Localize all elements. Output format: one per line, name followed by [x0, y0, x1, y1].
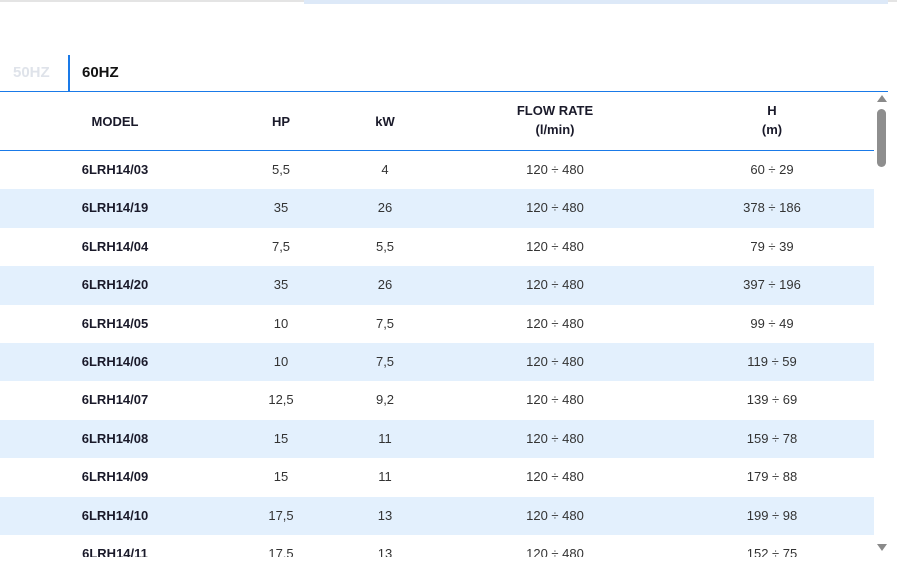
top-bar: [304, 0, 888, 4]
cell-h: 179 ÷ 88: [746, 469, 798, 485]
cell-flow-rate: 120 ÷ 480: [526, 315, 584, 331]
cell-flow-rate: 120 ÷ 480: [526, 430, 584, 446]
table-row: 6LRH14/07 12,5 9,2 120 ÷ 480 139 ÷ 69: [0, 381, 874, 419]
cell-kw: 13: [377, 545, 393, 557]
scroll-down-arrow-icon[interactable]: [877, 544, 887, 551]
column-header-flow-rate: FLOW RATE (l/min): [517, 101, 593, 139]
tab-divider: [68, 55, 70, 91]
cell-h: 152 ÷ 75: [746, 545, 798, 557]
cell-kw: 26: [377, 277, 393, 293]
table-row: 6LRH14/11 17,5 13 120 ÷ 480 152 ÷ 75: [0, 535, 874, 557]
cell-h: 139 ÷ 69: [746, 392, 798, 408]
cell-kw: 4: [381, 162, 389, 177]
column-unit: (l/min): [535, 122, 575, 137]
cell-hp: 7,5: [271, 238, 291, 254]
table-row: 6LRH14/10 17,5 13 120 ÷ 480 199 ÷ 98: [0, 496, 874, 535]
cell-kw: 26: [377, 200, 393, 216]
cell-h: 119 ÷ 59: [747, 353, 797, 369]
cell-hp: 35: [273, 277, 289, 293]
cell-model: 6LRH14/20: [81, 277, 149, 293]
header-underline: [0, 150, 874, 151]
scrollbar-thumb[interactable]: [877, 109, 886, 167]
cell-kw: 13: [377, 507, 393, 523]
cell-kw: 11: [378, 469, 392, 485]
cell-flow-rate: 120 ÷ 480: [526, 277, 584, 293]
cell-h: 60 ÷ 29: [750, 162, 794, 177]
cell-hp: 12,5: [268, 392, 294, 408]
column-header-kw: kW: [375, 114, 395, 129]
cell-hp: 17,5: [268, 507, 294, 523]
cell-flow-rate: 120 ÷ 480: [526, 353, 584, 369]
column-unit: (m): [761, 122, 783, 137]
cell-hp: 15: [273, 469, 289, 485]
cell-flow-rate: 120 ÷ 480: [526, 162, 584, 177]
cell-model: 6LRH14/05: [81, 315, 149, 331]
tab-50hz[interactable]: 50HZ: [13, 64, 50, 81]
cell-model: 6LRH14/10: [81, 507, 149, 523]
cell-model: 6LRH14/07: [81, 392, 149, 408]
cell-h: 99 ÷ 49: [750, 315, 794, 331]
column-label: FLOW RATE: [516, 103, 594, 118]
cell-kw: 7,5: [375, 315, 395, 331]
cell-h: 397 ÷ 196: [743, 277, 801, 293]
cell-hp: 35: [273, 200, 289, 216]
cell-flow-rate: 120 ÷ 480: [526, 392, 584, 408]
column-header-hp: HP: [271, 114, 291, 129]
cell-model: 6LRH14/06: [81, 353, 149, 369]
cell-model: 6LRH14/03: [81, 162, 149, 177]
table-row: 6LRH14/20 35 26 120 ÷ 480 397 ÷ 196: [0, 266, 874, 305]
cell-flow-rate: 120 ÷ 480: [526, 507, 584, 523]
scroll-up-arrow-icon[interactable]: [877, 95, 887, 102]
cell-model: 6LRH14/11: [82, 545, 148, 557]
cell-flow-rate: 120 ÷ 480: [526, 545, 584, 557]
table-row: 6LRH14/03 5,5 4 120 ÷ 480 60 ÷ 29: [0, 151, 874, 189]
column-label: H: [767, 103, 777, 118]
cell-hp: 10: [273, 315, 289, 331]
scrollbar[interactable]: [876, 95, 888, 555]
cell-hp: 5,5: [271, 162, 291, 177]
table-row: 6LRH14/04 7,5 5,5 120 ÷ 480 79 ÷ 39: [0, 228, 874, 266]
cell-hp: 15: [273, 430, 289, 446]
table-row: 6LRH14/09 15 11 120 ÷ 480 179 ÷ 88: [0, 458, 874, 496]
cell-kw: 9,2: [375, 392, 395, 408]
table-header: MODEL HP kW FLOW RATE (l/min) H (m): [0, 92, 874, 150]
cell-kw: 7,5: [375, 353, 395, 369]
table-row: 6LRH14/06 10 7,5 120 ÷ 480 119 ÷ 59: [0, 342, 874, 382]
column-header-model: MODEL: [91, 114, 139, 129]
cell-flow-rate: 120 ÷ 480: [526, 469, 584, 485]
cell-h: 79 ÷ 39: [750, 238, 794, 254]
cell-kw: 5,5: [375, 238, 395, 254]
cell-model: 6LRH14/08: [81, 430, 149, 446]
table-row: 6LRH14/08 15 11 120 ÷ 480 159 ÷ 78: [0, 419, 874, 459]
cell-flow-rate: 120 ÷ 480: [526, 200, 584, 216]
cell-h: 159 ÷ 78: [746, 430, 798, 446]
cell-model: 6LRH14/04: [81, 238, 149, 254]
cell-model: 6LRH14/09: [81, 469, 149, 485]
table-body: 6LRH14/03 5,5 4 120 ÷ 480 60 ÷ 29 6LRH14/19 35…: [0, 151, 874, 557]
cell-h: 199 ÷ 98: [746, 507, 798, 523]
cell-flow-rate: 120 ÷ 480: [526, 238, 584, 254]
table-row: 6LRH14/05 10 7,5 120 ÷ 480 99 ÷ 49: [0, 305, 874, 343]
cell-model: 6LRH14/19: [81, 200, 149, 216]
table-row: 6LRH14/19 35 26 120 ÷ 480 378 ÷ 186: [0, 189, 874, 228]
cell-hp: 17,5: [268, 545, 294, 557]
tab-60hz[interactable]: 60HZ: [82, 64, 119, 81]
cell-h: 378 ÷ 186: [743, 200, 801, 216]
cell-kw: 11: [378, 430, 392, 446]
tabs-underline: [0, 91, 888, 92]
cell-hp: 10: [273, 353, 289, 369]
column-header-h: H (m): [762, 101, 782, 139]
